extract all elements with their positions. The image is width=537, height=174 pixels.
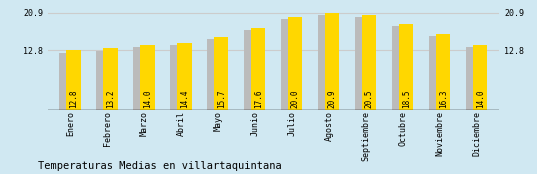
- Bar: [251, 28, 265, 110]
- Text: 20.0: 20.0: [291, 89, 300, 108]
- Bar: [399, 24, 413, 110]
- Bar: [318, 15, 335, 110]
- Bar: [207, 39, 224, 110]
- Bar: [133, 47, 150, 110]
- Bar: [244, 30, 261, 110]
- Text: 17.6: 17.6: [254, 89, 263, 108]
- Bar: [281, 19, 298, 110]
- Bar: [214, 37, 228, 110]
- Bar: [355, 17, 372, 110]
- Bar: [288, 17, 302, 110]
- Bar: [140, 45, 155, 110]
- Text: 20.9: 20.9: [328, 89, 337, 108]
- Bar: [103, 48, 118, 110]
- Text: 14.4: 14.4: [180, 89, 189, 108]
- Bar: [170, 45, 187, 110]
- Text: 15.7: 15.7: [217, 89, 226, 108]
- Bar: [177, 43, 192, 110]
- Bar: [436, 34, 451, 110]
- Text: Temperaturas Medias en villartaquintana: Temperaturas Medias en villartaquintana: [38, 161, 281, 171]
- Bar: [59, 53, 76, 110]
- Text: 14.0: 14.0: [476, 89, 485, 108]
- Bar: [96, 51, 113, 110]
- Text: 14.0: 14.0: [143, 89, 152, 108]
- Text: 20.5: 20.5: [365, 89, 374, 108]
- Text: 12.8: 12.8: [69, 89, 78, 108]
- Bar: [429, 36, 446, 110]
- Bar: [325, 13, 339, 110]
- Bar: [473, 45, 487, 110]
- Text: 16.3: 16.3: [439, 89, 448, 108]
- Text: 13.2: 13.2: [106, 89, 115, 108]
- Bar: [466, 47, 483, 110]
- Bar: [362, 14, 376, 110]
- Bar: [67, 50, 81, 110]
- Bar: [391, 26, 409, 110]
- Text: 18.5: 18.5: [402, 89, 411, 108]
